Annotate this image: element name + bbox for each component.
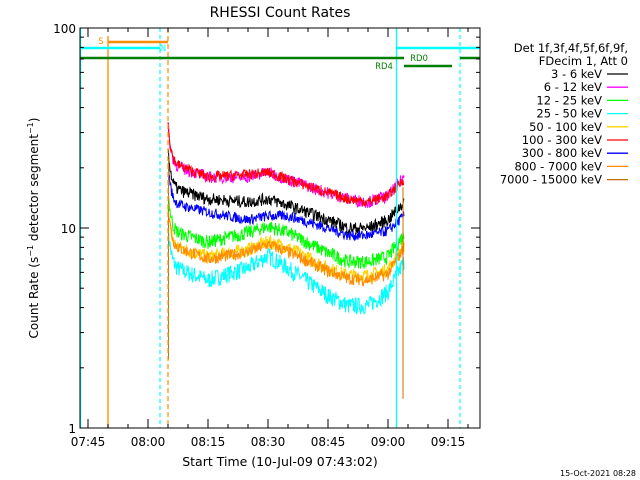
x-tick-label: 09:00: [371, 435, 406, 449]
series-line-7: [167, 163, 405, 242]
timestamp: 15-Oct-2021 08:28: [560, 469, 636, 478]
y-tick-label: 10: [61, 222, 76, 236]
legend: Det 1f,3f,4f,5f,6f,9f, FDecim 1, Att 0 3…: [500, 41, 628, 187]
legend-header-line-1: Det 1f,3f,4f,5f,6f,9f,: [514, 41, 628, 55]
flag-label-n: N: [160, 44, 166, 54]
x-tick-label: 08:30: [251, 435, 286, 449]
flag-label-rd4: RD4: [375, 62, 393, 72]
legend-entry-label: 3 - 6 keV: [551, 67, 602, 81]
x-tick-label: 07:45: [71, 435, 106, 449]
legend-entry-label: 300 - 800 keV: [522, 146, 602, 160]
flag-label-rd0: RD0: [410, 54, 428, 64]
y-axis-label: Count Rate (s−1 detector segment−1): [26, 118, 41, 339]
legend-entry-label: 7000 - 15000 keV: [500, 173, 602, 187]
legend-entry-label: 25 - 50 keV: [536, 107, 602, 121]
chart-title: RHESSI Count Rates: [210, 5, 351, 21]
x-tick-label: 08:00: [131, 435, 166, 449]
series-line-4: [167, 223, 405, 315]
legend-entry-label: 12 - 25 keV: [536, 93, 602, 107]
x-axis-label: Start Time (10-Jul-09 07:43:02): [182, 454, 378, 469]
flag-label-s: S: [98, 37, 103, 47]
series-line-1: [167, 148, 405, 236]
series-line-8: [167, 209, 405, 287]
y-tick-label: 1: [68, 422, 76, 436]
x-tick-label: 08:15: [191, 435, 226, 449]
x-tick-label: 09:15: [431, 435, 466, 449]
y-tick-label: 100: [53, 22, 76, 36]
legend-entry-label: 6 - 12 keV: [544, 80, 602, 94]
legend-entry-label: 50 - 100 keV: [529, 120, 602, 134]
series-line-3: [167, 192, 405, 269]
legend-header-line-2: FDecim 1, Att 0: [539, 54, 628, 68]
legend-entry-label: 800 - 7000 keV: [514, 159, 602, 173]
x-tick-label: 08:45: [311, 435, 346, 449]
series-line-6: [167, 122, 405, 207]
legend-entry-label: 100 - 300 keV: [522, 133, 602, 147]
